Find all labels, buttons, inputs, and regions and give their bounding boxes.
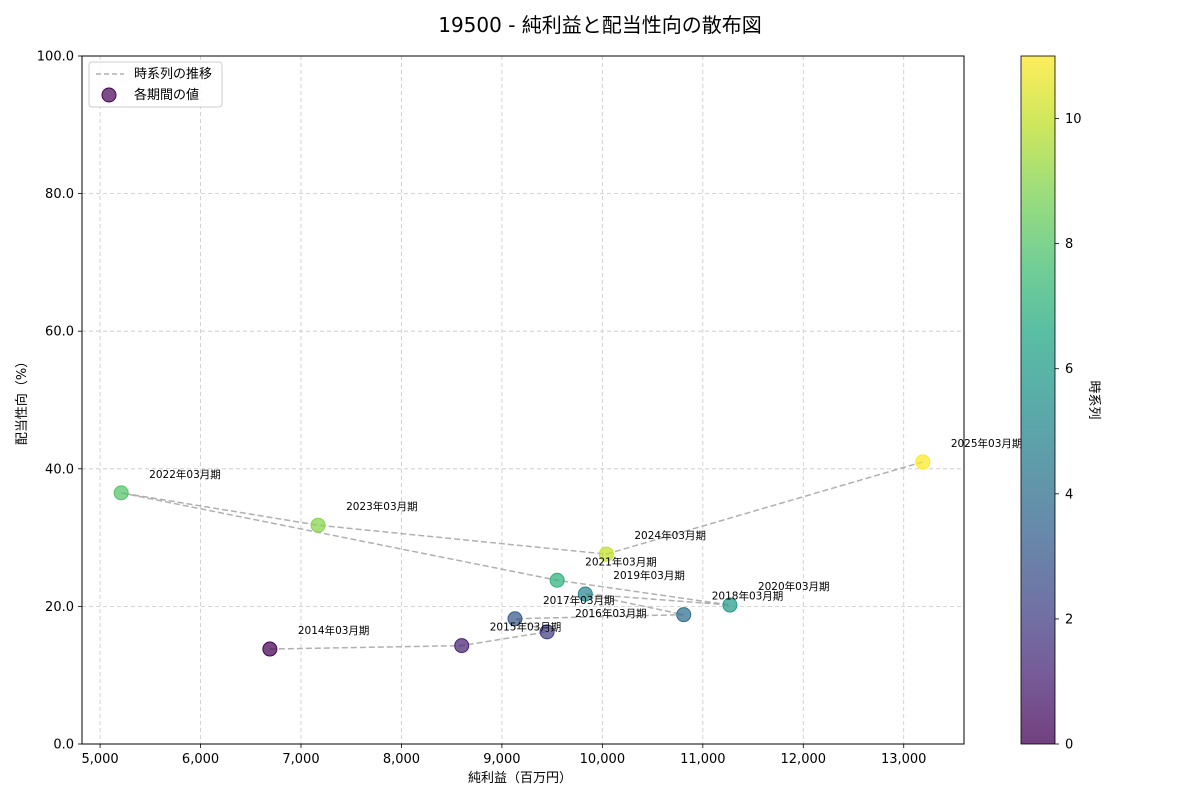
legend: 時系列の推移 各期間の値	[88, 61, 223, 108]
data-point	[577, 586, 593, 602]
data-point	[539, 624, 555, 640]
colorbar-tick-label: 4	[1065, 487, 1073, 502]
x-tick-label: 12,000	[781, 752, 827, 767]
data-point-label: 2021年03月期	[585, 555, 657, 568]
data-point-label: 2023年03月期	[346, 500, 418, 513]
colorbar-gradient	[1020, 55, 1056, 745]
data-point	[598, 546, 614, 562]
data-point-label: 2018年03月期	[712, 590, 784, 603]
trend-polyline	[121, 461, 924, 650]
data-point	[310, 517, 326, 533]
data-point	[549, 572, 565, 588]
colorbar-tick-label: 2	[1065, 612, 1073, 627]
y-axis-title: 配当性向（%）	[14, 355, 30, 445]
y-tick-label: 0.0	[53, 738, 74, 753]
data-point-label: 2019年03月期	[613, 569, 685, 582]
x-tick-label: 8,000	[383, 752, 420, 767]
colorbar-tick-label: 10	[1065, 112, 1082, 127]
colorbar-tick-label: 8	[1065, 237, 1073, 252]
data-point-label: 2017年03月期	[543, 594, 615, 607]
y-tick-label: 100.0	[37, 50, 74, 65]
x-tick-label: 11,000	[680, 752, 726, 767]
colorbar-ticks: 0 2 4 6 8 10	[1055, 112, 1082, 753]
x-axis: 5,000 6,000 7,000 8,000 9,000 10,000 11,000 12,…	[81, 744, 926, 767]
data-point-label: 2024年03月期	[634, 529, 706, 542]
x-tick-label: 5,000	[81, 752, 118, 767]
colorbar-tick-label: 0	[1065, 738, 1073, 753]
colorbar-title: 時系列	[1086, 380, 1101, 419]
data-point-label: 2025年03月期	[951, 437, 1023, 450]
legend-marker-swatch	[101, 87, 117, 103]
data-point	[454, 638, 470, 654]
plot-frame	[81, 55, 965, 745]
legend-line-label: 時系列の推移	[134, 67, 212, 82]
y-tick-label: 20.0	[45, 600, 74, 615]
colorbar-tick-label: 6	[1065, 362, 1073, 377]
data-point-label: 2020年03月期	[758, 580, 830, 593]
data-point	[676, 607, 692, 623]
grid	[82, 56, 964, 744]
trend-line	[121, 461, 924, 650]
colorbar: 0 2 4 6 8 10 時系列	[1020, 55, 1101, 753]
data-point	[262, 641, 278, 657]
x-tick-label: 10,000	[580, 752, 626, 767]
data-point-label: 2016年03月期	[575, 607, 647, 620]
chart-title: 19500 - 純利益と配当性向の散布図	[438, 13, 762, 37]
x-tick-label: 13,000	[881, 752, 927, 767]
legend-marker-label: 各期間の値	[134, 87, 199, 103]
y-axis: 0.0 20.0 40.0 60.0 80.0 100.0	[37, 50, 82, 753]
y-tick-label: 60.0	[45, 325, 74, 340]
data-point	[915, 454, 931, 470]
data-point-label: 2014年03月期	[298, 624, 370, 637]
data-point	[722, 597, 738, 613]
x-tick-label: 9,000	[483, 752, 520, 767]
data-point	[113, 485, 129, 501]
x-tick-label: 7,000	[282, 752, 319, 767]
x-axis-title: 純利益（百万円）	[468, 771, 572, 786]
data-point-label: 2015年03月期	[490, 621, 562, 634]
data-point-label: 2022年03月期	[149, 468, 221, 481]
y-tick-label: 80.0	[45, 187, 74, 202]
data-points	[113, 454, 931, 657]
x-tick-label: 6,000	[182, 752, 219, 767]
y-tick-label: 40.0	[45, 462, 74, 477]
data-point	[507, 611, 523, 627]
